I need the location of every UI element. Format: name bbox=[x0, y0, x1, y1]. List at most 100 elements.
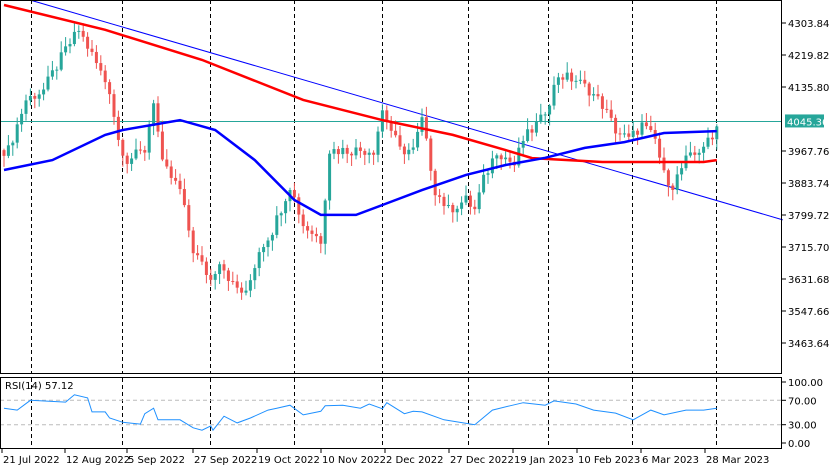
candle-body bbox=[99, 63, 103, 71]
candle-body bbox=[693, 152, 697, 155]
candle-body bbox=[442, 196, 446, 207]
rsi-tick-label: 30.00 bbox=[788, 421, 817, 432]
candle-body bbox=[675, 174, 679, 190]
candle-body bbox=[42, 89, 46, 95]
candle-body bbox=[165, 159, 169, 167]
date-label: 10 Feb 2023 bbox=[578, 455, 640, 466]
price-tick-label: 3547.66 bbox=[788, 307, 829, 318]
price-tick-label: 3799.72 bbox=[788, 211, 829, 222]
candle-body bbox=[636, 130, 640, 135]
candle-body bbox=[218, 264, 222, 275]
candle-body bbox=[367, 152, 371, 155]
candle-body bbox=[556, 77, 560, 85]
candle-body bbox=[332, 149, 336, 154]
candle-body bbox=[187, 205, 191, 231]
candle-body bbox=[398, 135, 402, 147]
candle-body bbox=[605, 108, 609, 110]
candle-body bbox=[46, 76, 50, 90]
candle-body bbox=[125, 155, 129, 164]
candle-body bbox=[680, 168, 684, 175]
candle-body bbox=[116, 116, 120, 140]
candle-body bbox=[583, 79, 587, 84]
candle-body bbox=[72, 31, 76, 45]
candle-body bbox=[534, 122, 538, 133]
date-label: 21 Jul 2022 bbox=[3, 455, 60, 466]
candle-body bbox=[574, 80, 578, 82]
candle-body bbox=[59, 52, 63, 70]
candle-body bbox=[182, 189, 186, 206]
date-label: 5 Sep 2022 bbox=[128, 455, 185, 466]
candle-body bbox=[429, 138, 433, 171]
trendline-segment[interactable] bbox=[30, 0, 783, 221]
candle-body bbox=[50, 70, 54, 77]
date-label: 19 Oct 2022 bbox=[258, 455, 320, 466]
candle-body bbox=[394, 130, 398, 136]
candle-body bbox=[609, 109, 613, 118]
candle-body bbox=[376, 131, 380, 155]
candle-body bbox=[526, 129, 530, 141]
candle-body bbox=[121, 139, 125, 156]
candle-body bbox=[222, 264, 226, 271]
candle-body bbox=[618, 133, 622, 135]
candle-body bbox=[499, 155, 503, 160]
candle-body bbox=[614, 117, 618, 134]
candle-body bbox=[134, 149, 138, 159]
candle-body bbox=[438, 195, 442, 197]
date-label: 28 Mar 2023 bbox=[706, 455, 769, 466]
candle-body bbox=[354, 147, 358, 156]
candle-body bbox=[592, 94, 596, 96]
trendline[interactable] bbox=[30, 0, 783, 221]
candle-body bbox=[587, 83, 591, 96]
candle-body bbox=[420, 117, 424, 132]
candle-body bbox=[622, 133, 626, 135]
candle-body bbox=[521, 140, 525, 148]
candle-body bbox=[292, 190, 296, 198]
candle-body bbox=[424, 117, 428, 139]
candle-body bbox=[627, 133, 631, 137]
candle-body bbox=[28, 95, 32, 101]
rsi-line bbox=[3, 394, 717, 432]
rsi-tick-label: 70.00 bbox=[788, 396, 817, 407]
candle-body bbox=[416, 131, 420, 148]
candle-body bbox=[372, 152, 376, 155]
candle-body bbox=[257, 252, 261, 269]
price-tick-label: 3631.68 bbox=[788, 275, 829, 286]
candle-body bbox=[196, 253, 200, 256]
candle-body bbox=[644, 122, 648, 127]
candle-body bbox=[539, 114, 543, 123]
candle-body bbox=[81, 30, 85, 37]
candle-body bbox=[130, 158, 134, 164]
candle-body bbox=[407, 149, 411, 155]
candle-body bbox=[464, 195, 468, 203]
candle-body bbox=[490, 158, 494, 174]
candle-body bbox=[706, 137, 710, 147]
candle-body bbox=[226, 270, 230, 281]
candle-body bbox=[504, 157, 508, 160]
candle-body bbox=[600, 96, 604, 109]
candle-body bbox=[596, 94, 600, 97]
candle-body bbox=[666, 170, 670, 186]
candle-body bbox=[240, 287, 244, 293]
candle-body bbox=[385, 110, 389, 122]
candle-body bbox=[455, 208, 459, 213]
date-label: 2 Dec 2022 bbox=[386, 455, 444, 466]
candle-body bbox=[86, 36, 90, 49]
candle-body bbox=[702, 146, 706, 153]
candle-body bbox=[147, 125, 151, 153]
moving-averages bbox=[3, 3, 717, 217]
candle-body bbox=[310, 230, 314, 234]
candle-body bbox=[11, 142, 15, 146]
candle-body bbox=[446, 204, 450, 207]
candle-body bbox=[508, 157, 512, 162]
candle-body bbox=[77, 30, 81, 32]
candle-body bbox=[671, 185, 675, 190]
candle-body bbox=[561, 77, 565, 80]
date-label: 12 Aug 2022 bbox=[66, 455, 130, 466]
candle-body bbox=[235, 281, 239, 288]
current-price-label: 4045.36 bbox=[787, 117, 828, 128]
candle-body bbox=[341, 147, 345, 155]
candle-body bbox=[565, 72, 569, 80]
candle-body bbox=[688, 152, 692, 156]
candle-body bbox=[363, 150, 367, 155]
